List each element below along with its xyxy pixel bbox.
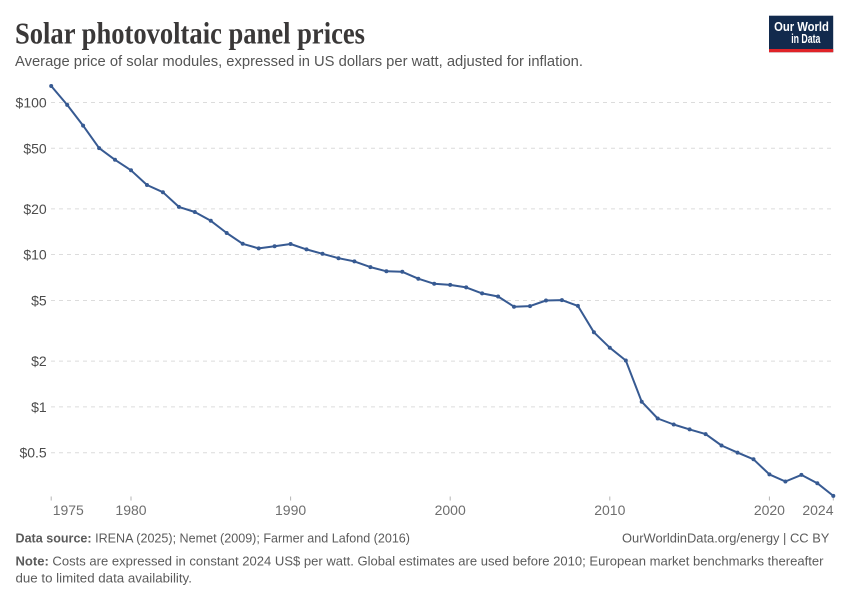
svg-text:$5: $5 bbox=[31, 293, 47, 309]
svg-text:2020: 2020 bbox=[754, 502, 785, 518]
svg-text:2010: 2010 bbox=[594, 502, 625, 518]
svg-text:Average price of solar modules: Average price of solar modules, expresse… bbox=[15, 54, 583, 70]
svg-text:$0.5: $0.5 bbox=[19, 445, 46, 461]
svg-text:$100: $100 bbox=[16, 95, 47, 111]
svg-text:OurWorldinData.org/energy | CC: OurWorldinData.org/energy | CC BY bbox=[622, 531, 830, 546]
svg-text:$1: $1 bbox=[31, 399, 47, 415]
svg-text:2024: 2024 bbox=[802, 502, 833, 518]
svg-text:due to limited data availabili: due to limited data availability. bbox=[16, 571, 192, 586]
svg-text:2000: 2000 bbox=[435, 502, 466, 518]
svg-text:$10: $10 bbox=[23, 247, 47, 263]
svg-text:Data source: IRENA (2025); Nem: Data source: IRENA (2025); Nemet (2009);… bbox=[16, 531, 411, 546]
svg-text:1975: 1975 bbox=[53, 502, 84, 518]
svg-text:1990: 1990 bbox=[275, 502, 306, 518]
svg-text:Note: Costs are expressed in c: Note: Costs are expressed in constant 20… bbox=[16, 554, 825, 569]
svg-text:Our World: Our World bbox=[774, 20, 829, 34]
svg-text:$20: $20 bbox=[23, 201, 47, 217]
svg-text:in Data: in Data bbox=[791, 32, 821, 46]
svg-text:1980: 1980 bbox=[115, 502, 146, 518]
svg-text:$2: $2 bbox=[31, 353, 47, 369]
svg-text:Solar photovoltaic panel price: Solar photovoltaic panel prices bbox=[15, 15, 365, 50]
svg-text:$50: $50 bbox=[23, 140, 47, 156]
